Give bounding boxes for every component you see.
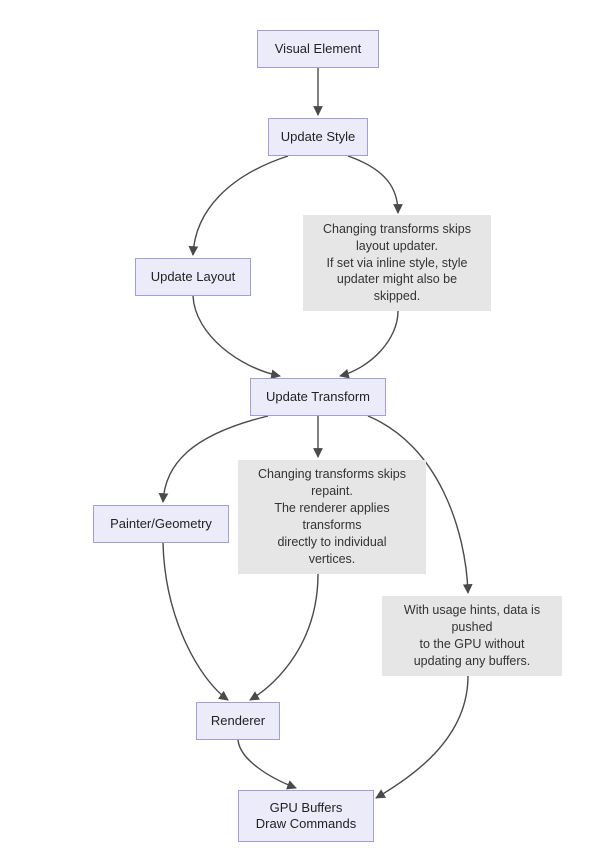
edge-renderer-to-gpu-buffers <box>238 740 296 788</box>
note-usage-hints-label: With usage hints, data ispushedto the GP… <box>404 602 540 670</box>
update-transform-node: Update Transform <box>250 378 386 416</box>
update-layout-label: Update Layout <box>151 269 236 285</box>
renderer-node: Renderer <box>196 702 280 740</box>
painter-geometry-label: Painter/Geometry <box>110 516 212 532</box>
edge-note-skip-layout-to-update-transform <box>340 311 398 376</box>
update-style-label: Update Style <box>281 129 355 145</box>
note-skip-layout-label: Changing transforms skipslayout updater.… <box>323 221 471 305</box>
note-skip-repaint-label: Changing transforms skipsrepaint.The ren… <box>258 466 406 567</box>
note-skip-repaint-node: Changing transforms skipsrepaint.The ren… <box>238 460 426 574</box>
edge-update-layout-to-update-transform <box>193 296 280 376</box>
note-skip-layout-node: Changing transforms skipslayout updater.… <box>303 215 491 311</box>
painter-geometry-node: Painter/Geometry <box>93 505 229 543</box>
note-usage-hints-node: With usage hints, data ispushedto the GP… <box>382 596 562 676</box>
edge-note-usage-hints-to-gpu-buffers <box>376 676 468 798</box>
update-layout-node: Update Layout <box>135 258 251 296</box>
visual-element-node: Visual Element <box>257 30 379 68</box>
update-style-node: Update Style <box>268 118 368 156</box>
edge-update-style-to-update-layout <box>193 156 288 255</box>
gpu-buffers-node: GPU BuffersDraw Commands <box>238 790 374 842</box>
visual-element-label: Visual Element <box>275 41 361 57</box>
edge-update-style-to-note-skip-layout <box>348 156 398 213</box>
edge-painter-geometry-to-renderer <box>163 543 228 700</box>
renderer-label: Renderer <box>211 713 265 729</box>
edge-note-skip-repaint-to-renderer <box>250 574 318 700</box>
update-transform-label: Update Transform <box>266 389 370 405</box>
gpu-buffers-label: GPU BuffersDraw Commands <box>256 800 356 833</box>
